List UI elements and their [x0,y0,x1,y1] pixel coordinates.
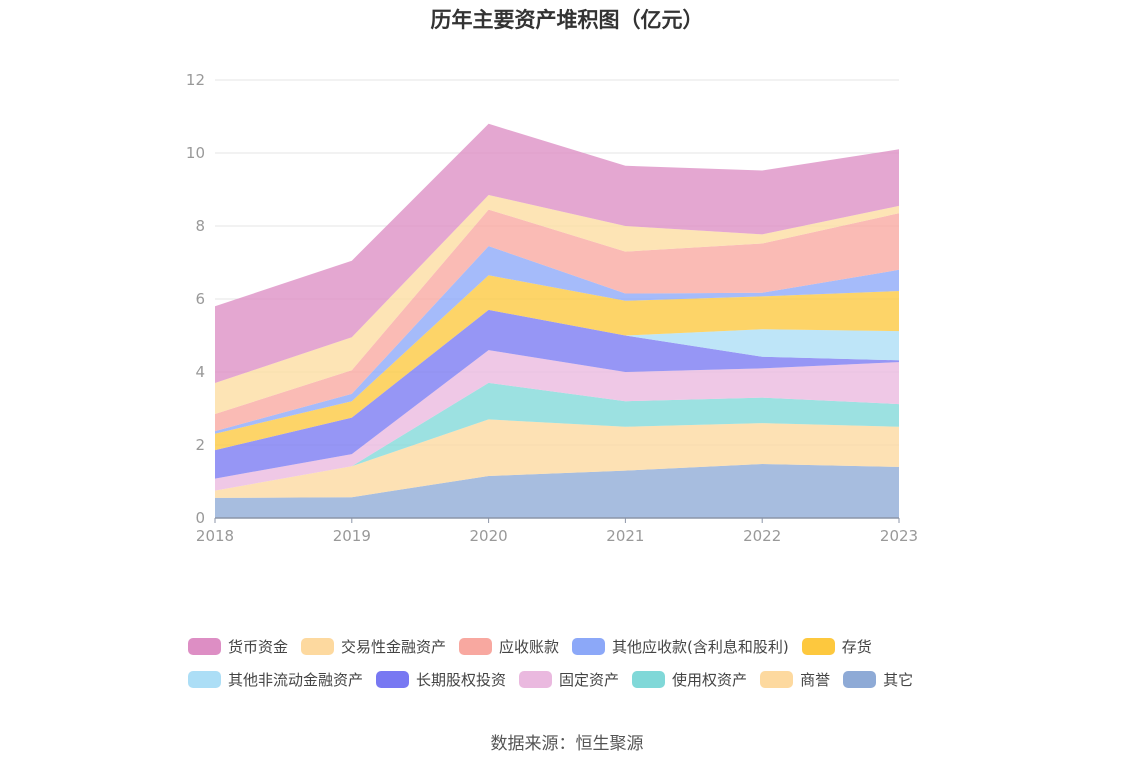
legend-item[interactable]: 交易性金融资产 [301,636,446,657]
x-tick-label: 2023 [880,527,918,545]
legend-swatch [760,671,794,688]
legend-swatch [188,671,221,688]
area-series-货币资金 [215,123,899,384]
legend-item[interactable]: 使用权资产 [632,669,747,690]
stacked-area-chart: 0 2 4 6 8 10 12 2018 2019 2020 2021 2022 2023 [186,71,918,545]
y-tick-label: 2 [195,436,205,454]
legend-swatch [519,671,553,688]
legend-row: 货币资金 交易性金融资产 应收账款 其他应收款(含利息和股利) 存货 [188,630,988,663]
legend-item[interactable]: 固定资产 [519,669,619,690]
legend-label: 交易性金融资产 [341,638,447,656]
legend-item[interactable]: 其它 [843,669,913,690]
area-series-交易性金融资产 [215,195,899,414]
area-series-商誉 [215,419,899,498]
area-series-存货 [215,275,899,451]
y-tick-label: 12 [186,71,205,89]
legend-item[interactable]: 货币资金 [188,636,288,657]
legend-label: 货币资金 [228,638,289,656]
legend-label: 使用权资产 [672,671,748,689]
legend: 货币资金 交易性金融资产 应收账款 其他应收款(含利息和股利) 存货 其他非流动金融资产… [188,630,988,696]
legend-swatch [459,638,493,655]
legend-item[interactable]: 商誉 [760,669,830,690]
area-series-使用权资产 [215,382,899,491]
legend-label: 固定资产 [559,671,620,689]
legend-swatch [188,638,221,655]
legend-swatch [843,671,877,688]
y-tick-label: 4 [195,363,205,381]
chart-title: 历年主要资产堆积图（亿元） [430,8,704,32]
area-series-其他应收款(含利息和股利) [215,246,899,434]
area-series-应收账款 [215,209,899,432]
legend-item[interactable]: 应收账款 [459,636,559,657]
legend-swatch [301,638,335,655]
x-tick-label: 2022 [743,527,781,545]
legend-item[interactable]: 长期股权投资 [376,669,506,690]
x-tick-label: 2020 [470,527,508,545]
legend-label: 其他非流动金融资产 [228,671,364,689]
legend-item[interactable]: 其他应收款(含利息和股利) [572,636,789,657]
legend-label: 存货 [841,638,872,656]
legend-swatch [801,638,835,655]
x-tick-label: 2019 [333,527,371,545]
legend-item[interactable]: 存货 [801,636,872,657]
y-tick-label: 8 [195,217,205,235]
y-tick-label: 6 [195,290,205,308]
legend-swatch [632,671,666,688]
x-tick-label: 2021 [606,527,644,545]
x-tick-label: 2018 [196,527,234,545]
y-tick-label: 0 [195,509,205,527]
legend-item[interactable]: 其他非流动金融资产 [188,669,363,690]
legend-label: 其他应收款(含利息和股利) [612,638,789,656]
legend-label: 应收账款 [499,638,560,656]
legend-swatch [572,638,606,655]
area-series-固定资产 [215,350,899,491]
axes: 0 2 4 6 8 10 12 2018 2019 2020 2021 2022 2023 [186,71,918,545]
legend-swatch [376,671,410,688]
legend-row: 其他非流动金融资产 长期股权投资 固定资产 使用权资产 商誉 其它 [188,663,988,696]
legend-label: 长期股权投资 [416,671,507,689]
area-series-长期股权投资 [215,309,899,479]
source-note: 数据来源：恒生聚源 [490,734,644,754]
legend-label: 其它 [883,671,914,689]
area-series-其它 [215,464,899,518]
legend-label: 商誉 [800,671,831,689]
area-series [215,123,899,518]
y-tick-label: 10 [186,144,205,162]
area-series-其他非流动金融资产 [215,309,899,451]
